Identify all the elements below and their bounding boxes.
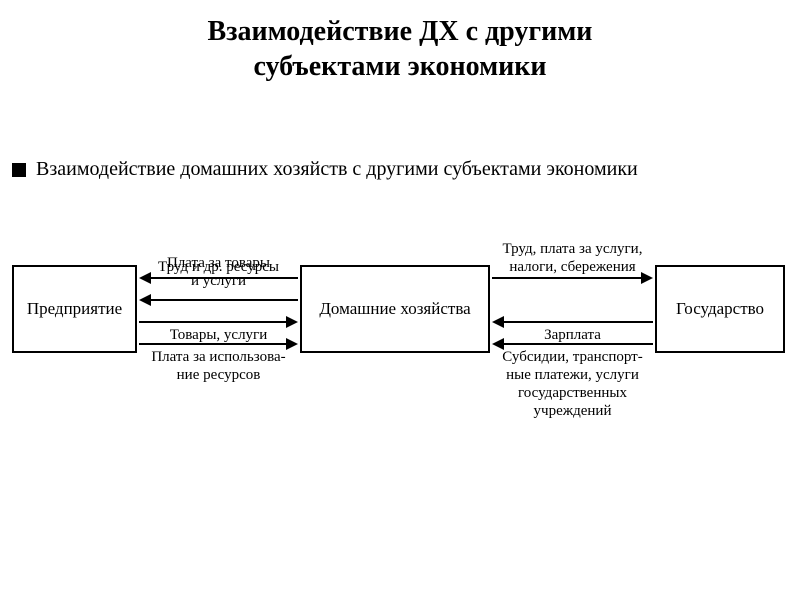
arrow-a4-label: Плата за использова-ние ресурсов <box>139 348 298 384</box>
arrow-a7-label: Субсидии, транспорт-ные платежи, услугиг… <box>492 348 653 420</box>
arrow-a5-line <box>492 277 643 279</box>
box-state: Государство <box>655 265 785 353</box>
arrow-a3-line <box>139 321 288 323</box>
arrow-a2-head <box>139 294 151 306</box>
arrow-a6-line <box>502 321 653 323</box>
arrow-a6-label: Зарплата <box>492 326 653 344</box>
flow-diagram: Предприятие Домашние хозяйства Государство… <box>0 0 800 600</box>
arrow-a5-label: Труд, плата за услуги,налоги, сбережения <box>492 240 653 276</box>
arrow-a2-line <box>149 299 298 301</box>
box-enterprise: Предприятие <box>12 265 137 353</box>
arrow-a2-label: Плата за товарыи услуги <box>139 254 298 290</box>
box-household: Домашние хозяйства <box>300 265 490 353</box>
arrow-a7-line <box>502 343 653 345</box>
arrow-a4-line <box>139 343 288 345</box>
arrow-a3-label: Товары, услуги <box>139 326 298 344</box>
